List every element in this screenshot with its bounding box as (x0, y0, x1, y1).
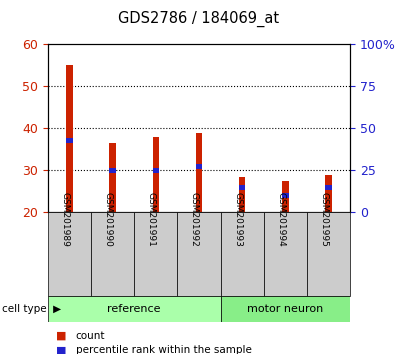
Bar (109, 168, 116, 173)
Text: GSM201994: GSM201994 (277, 192, 285, 246)
Text: GSM201990: GSM201990 (103, 192, 113, 246)
Text: count: count (76, 331, 105, 341)
Bar (48, 212, 91, 296)
Bar (326, 185, 332, 190)
Text: reference: reference (107, 304, 161, 314)
Bar (196, 132, 202, 212)
Text: ■: ■ (56, 331, 66, 341)
Bar (134, 212, 178, 296)
Bar (196, 164, 202, 169)
Text: ■: ■ (56, 345, 66, 354)
Text: GSM201995: GSM201995 (320, 192, 329, 246)
Text: GSM201989: GSM201989 (60, 192, 69, 246)
Text: percentile rank within the sample: percentile rank within the sample (76, 345, 252, 354)
Bar (178, 212, 220, 296)
Bar (66, 138, 72, 143)
Bar (109, 143, 116, 212)
Bar (326, 175, 332, 212)
Bar (239, 185, 246, 190)
Bar (220, 296, 350, 322)
Text: GDS2786 / 184069_at: GDS2786 / 184069_at (119, 11, 279, 27)
Bar (264, 212, 307, 296)
Bar (307, 212, 350, 296)
Bar (220, 212, 264, 296)
Text: cell type  ▶: cell type ▶ (2, 304, 61, 314)
Text: motor neuron: motor neuron (247, 304, 324, 314)
Text: GSM201993: GSM201993 (233, 192, 242, 246)
Bar (282, 193, 289, 198)
Text: GSM201991: GSM201991 (147, 192, 156, 246)
Bar (239, 177, 246, 212)
Bar (152, 168, 159, 173)
Bar (91, 212, 134, 296)
Bar (66, 65, 72, 212)
Bar (152, 137, 159, 212)
Bar (48, 296, 220, 322)
Text: GSM201992: GSM201992 (190, 192, 199, 246)
Bar (282, 181, 289, 212)
